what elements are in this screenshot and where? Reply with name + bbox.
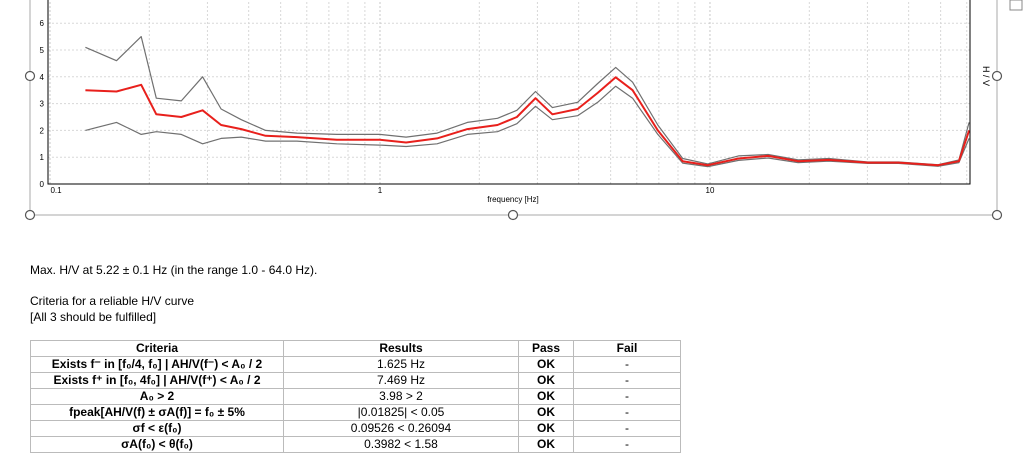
- table-cell: σA(f₀) < θ(f₀): [30, 436, 284, 453]
- table-cell: -: [573, 388, 681, 405]
- x-tick-label: 0.1: [50, 186, 62, 195]
- table-cell: OK: [518, 388, 574, 405]
- table-cell: OK: [518, 404, 574, 421]
- criteria-note: [All 3 should be fulfilled]: [30, 310, 157, 324]
- plot-frame: [47, 0, 971, 185]
- header-cell: Pass: [518, 340, 574, 357]
- table-cell: -: [573, 404, 681, 421]
- data-line: [85, 85, 970, 168]
- y-tick-label: 4: [40, 73, 45, 82]
- table-cell: OK: [518, 356, 574, 373]
- table-cell: OK: [518, 420, 574, 437]
- table-row: Exists f⁻ in [f₀/4, f₀] | AH/V(f⁻) < A₀ …: [30, 356, 681, 373]
- layout-options-icon[interactable]: [1009, 0, 1023, 11]
- table-row: A₀ > 2 3.98 > 2 OK -: [30, 388, 681, 405]
- header-cell: Fail: [573, 340, 681, 357]
- header-cell: Criteria: [30, 340, 284, 357]
- table-cell: 0.09526 < 0.26094: [283, 420, 519, 437]
- table-cell: Exists f⁺ in [f₀, 4f₀] | AH/V(f⁺) < A₀ /…: [30, 372, 284, 389]
- table-cell: 7.469 Hz: [283, 372, 519, 389]
- y-axis-label: H / V: [981, 66, 991, 86]
- table-cell: OK: [518, 436, 574, 453]
- data-line: [85, 76, 971, 167]
- x-tick-label: 10: [706, 186, 715, 195]
- summary: Max. H/V at 5.22 ± 0.1 Hz (in the range …: [30, 263, 318, 277]
- table-cell: -: [573, 356, 681, 373]
- header-row: Criteria Results Pass Fail: [30, 340, 681, 357]
- image-frame[interactable]: [29, 0, 998, 216]
- table-cell: 3.98 > 2: [283, 388, 519, 405]
- y-tick-label: 3: [40, 100, 45, 109]
- table-row: fpeak[AH/V(f) ± σA(f)] = f₀ ± 5% |0.01825…: [30, 404, 681, 421]
- data-line: [85, 36, 970, 166]
- table-cell: OK: [518, 372, 574, 389]
- table-cell: |0.01825| < 0.05: [283, 404, 519, 421]
- table-cell: -: [573, 420, 681, 437]
- table-cell: A₀ > 2: [30, 388, 284, 405]
- selection-handles[interactable]: [24, 70, 1003, 221]
- criteria-title: Criteria for a reliable H/V curve: [30, 294, 195, 308]
- y-tick-label: 5: [40, 46, 45, 55]
- table-cell: 0.3982 < 1.58: [283, 436, 519, 453]
- x-axis-label: frequency [Hz]: [487, 195, 539, 204]
- y-tick-label: 6: [40, 19, 45, 28]
- table-cell: -: [573, 436, 681, 453]
- chart: 0 1 2 3 4 5 6 0.1 1 10 frequency [Hz] H / V: [24, 0, 1023, 221]
- table-cell: fpeak[AH/V(f) ± σA(f)] = f₀ ± 5%: [30, 404, 284, 421]
- table-row: σf < ε(f₀) 0.09526 < 0.26094 OK -: [30, 420, 681, 437]
- y-tick-label: 2: [40, 126, 45, 135]
- table-row: Exists f⁺ in [f₀, 4f₀] | AH/V(f⁺) < A₀ /…: [30, 372, 681, 389]
- table-cell: σf < ε(f₀): [30, 420, 284, 437]
- table-cell: Exists f⁻ in [f₀/4, f₀] | AH/V(f⁻) < A₀ …: [30, 356, 284, 373]
- x-tick-label: 1: [378, 186, 383, 195]
- table-cell: 1.625 Hz: [283, 356, 519, 373]
- y-tick-label: 0: [40, 180, 45, 189]
- y-tick-label: 1: [40, 153, 45, 162]
- table-cell: -: [573, 372, 681, 389]
- header-cell: Results: [283, 340, 519, 357]
- criteria-table: Criteria Results Pass Fail Exists f⁻ in [f₀/…: [30, 340, 681, 453]
- table-row: σA(f₀) < θ(f₀) 0.3982 < 1.58 OK -: [30, 436, 681, 453]
